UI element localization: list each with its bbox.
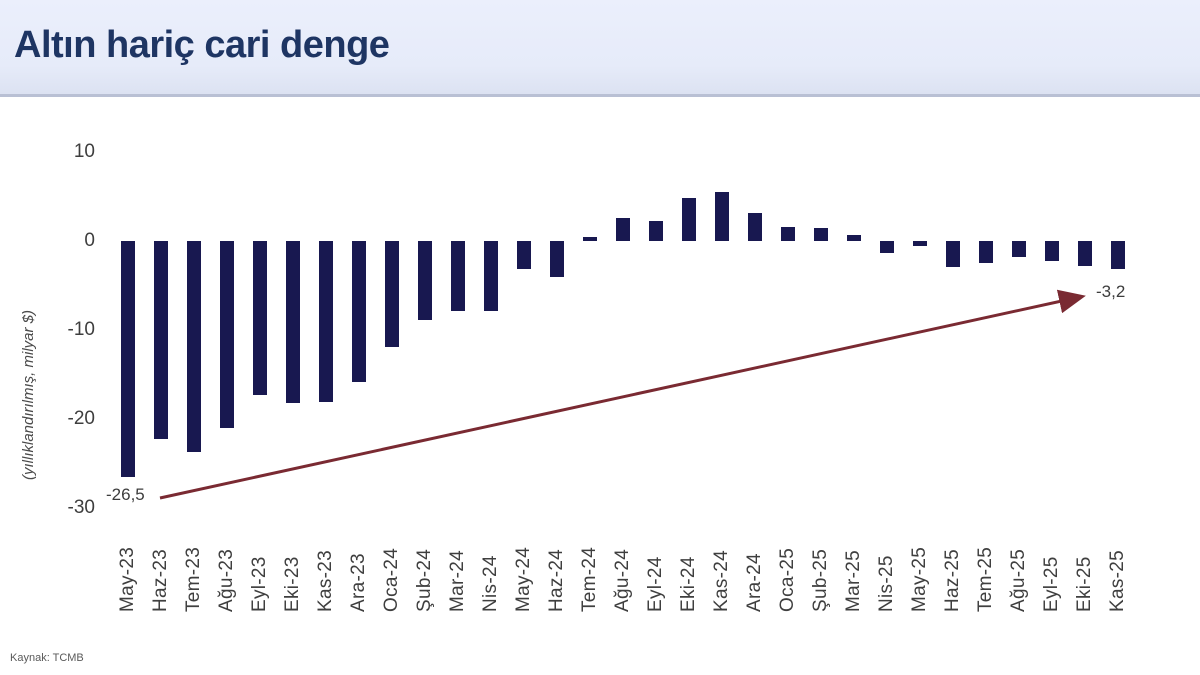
bar bbox=[121, 241, 135, 477]
x-tick-label: Kas-24 bbox=[711, 549, 732, 612]
x-tick-label: Tem-25 bbox=[975, 546, 996, 612]
x-tick-label: Kas-23 bbox=[315, 549, 336, 612]
bar bbox=[154, 241, 168, 439]
y-tick-label: 0 bbox=[84, 230, 95, 251]
y-tick-label: -20 bbox=[67, 408, 95, 429]
bar bbox=[979, 241, 993, 264]
bar bbox=[352, 241, 366, 382]
x-tick-label: Eyl-25 bbox=[1041, 556, 1062, 612]
x-tick-label: Oca-25 bbox=[777, 547, 798, 612]
bar bbox=[649, 220, 663, 241]
bar bbox=[1012, 241, 1026, 258]
x-tick-label: Haz-25 bbox=[942, 548, 963, 612]
x-tick-label: Eki-23 bbox=[282, 556, 303, 612]
bar-chart: 10 0 -10 -20 -30 May-23 Haz-23 Tem-23 Ağu-23 Eyl… bbox=[0, 100, 1200, 675]
x-tick-label: Haz-24 bbox=[546, 548, 567, 612]
bar bbox=[319, 241, 333, 403]
x-tick-label: Şub-24 bbox=[414, 548, 435, 612]
bar bbox=[781, 226, 795, 241]
bar bbox=[253, 241, 267, 395]
x-tick-label: Tem-24 bbox=[579, 546, 600, 612]
bar bbox=[946, 241, 960, 267]
x-tick-label: Tem-23 bbox=[183, 546, 204, 612]
bar bbox=[748, 212, 762, 241]
y-tick-label: -10 bbox=[67, 319, 95, 340]
bar bbox=[451, 241, 465, 312]
bar bbox=[286, 241, 300, 403]
x-tick-label: May-23 bbox=[117, 546, 138, 612]
x-tick-label: Eyl-23 bbox=[249, 556, 270, 612]
x-tick-label: Eki-24 bbox=[678, 556, 699, 612]
bar bbox=[880, 241, 894, 254]
y-axis-title: (yıllıklandırılmış, milyar $) bbox=[20, 309, 37, 480]
bar bbox=[385, 241, 399, 347]
header-banner: Altın hariç cari denge bbox=[0, 0, 1200, 97]
bar bbox=[1045, 241, 1059, 262]
page-title: Altın hariç cari denge bbox=[14, 24, 390, 66]
bar bbox=[418, 241, 432, 321]
y-tick-label: -30 bbox=[67, 497, 95, 518]
x-tick-label: Şub-25 bbox=[810, 548, 831, 612]
bar bbox=[913, 241, 927, 247]
bar bbox=[517, 241, 531, 269]
x-tick-label: Oca-24 bbox=[381, 547, 402, 612]
x-tick-label: Kas-25 bbox=[1107, 549, 1128, 612]
x-tick-label: Ağu-25 bbox=[1008, 548, 1029, 612]
bar bbox=[847, 234, 861, 241]
x-tick-label: Mar-24 bbox=[447, 550, 468, 612]
x-tick-label: Nis-25 bbox=[876, 555, 897, 612]
x-tick-label: Ağu-24 bbox=[612, 548, 633, 612]
bar bbox=[484, 241, 498, 312]
x-tick-label: Ağu-23 bbox=[216, 548, 237, 612]
bar bbox=[814, 227, 828, 241]
bar bbox=[715, 192, 729, 241]
bar bbox=[616, 217, 630, 241]
bar bbox=[1111, 241, 1125, 270]
x-tick-label: Nis-24 bbox=[480, 555, 501, 612]
bar bbox=[220, 241, 234, 428]
source-caption: Kaynak: TCMB bbox=[10, 652, 84, 664]
x-tick-label: Haz-23 bbox=[150, 548, 171, 612]
bar bbox=[550, 241, 564, 278]
x-tick-label: Ara-24 bbox=[744, 553, 765, 612]
bar bbox=[583, 236, 597, 241]
x-tick-label: Ara-23 bbox=[348, 553, 369, 612]
bar bbox=[1078, 241, 1092, 266]
y-tick-label: 10 bbox=[73, 141, 95, 162]
x-tick-label: May-25 bbox=[909, 546, 930, 612]
x-tick-label: May-24 bbox=[513, 546, 534, 612]
data-label: -3,2 bbox=[1096, 282, 1126, 302]
bar bbox=[187, 241, 201, 452]
x-tick-label: Eyl-24 bbox=[645, 556, 666, 612]
x-tick-label: Mar-25 bbox=[843, 550, 864, 612]
x-tick-label: Eki-25 bbox=[1074, 556, 1095, 612]
bar bbox=[682, 198, 696, 241]
data-label: -26,5 bbox=[106, 484, 145, 504]
